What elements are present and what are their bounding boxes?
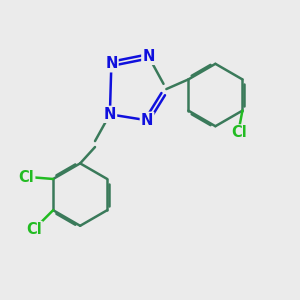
Text: N: N bbox=[105, 56, 118, 71]
Text: N: N bbox=[104, 107, 116, 122]
Text: Cl: Cl bbox=[19, 170, 34, 185]
Text: N: N bbox=[142, 49, 155, 64]
Text: N: N bbox=[141, 113, 153, 128]
Text: Cl: Cl bbox=[26, 222, 42, 237]
Text: Cl: Cl bbox=[232, 125, 247, 140]
